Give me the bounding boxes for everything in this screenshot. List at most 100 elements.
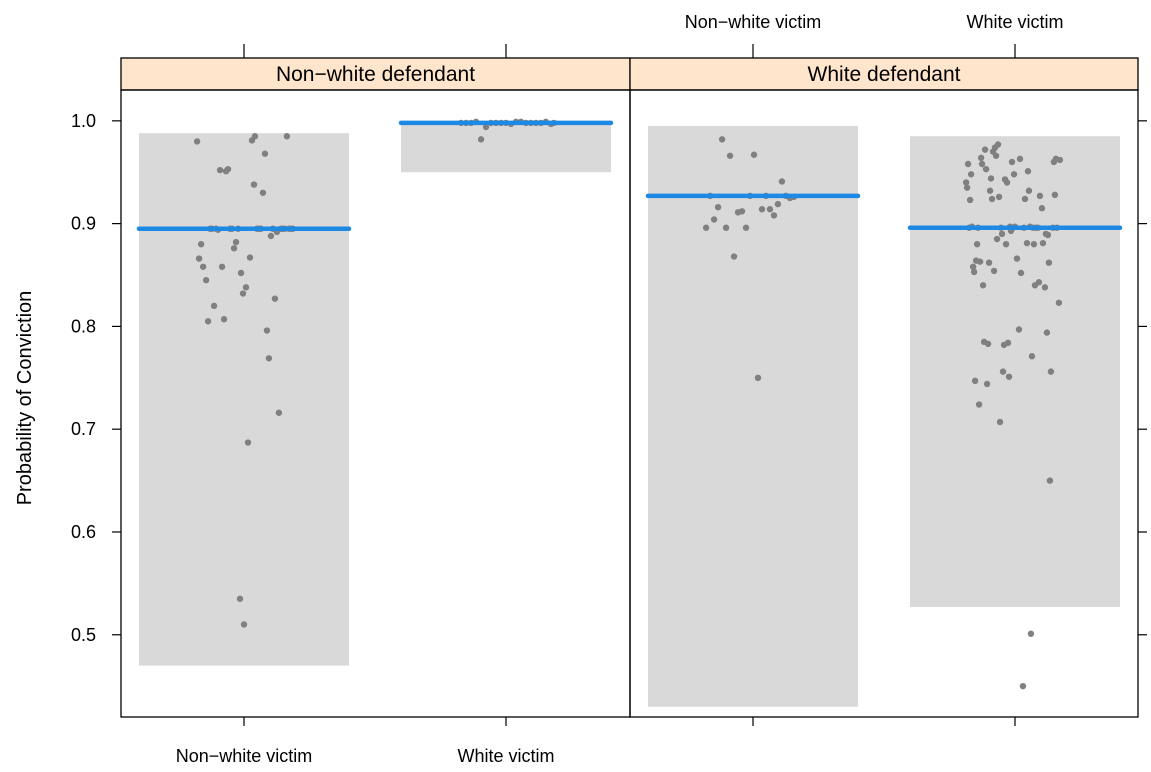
data-point [726,152,734,159]
data-point [197,240,205,248]
range-band [648,125,858,707]
data-point [774,200,782,208]
data-point [220,316,228,323]
data-point [1051,191,1059,199]
data-point [1056,156,1064,164]
y-tick-label: 0.7 [71,419,96,439]
data-point [250,181,258,188]
data-point [1046,477,1054,484]
data-point [770,212,778,219]
x-tick-label: White victim [966,12,1063,32]
data-point [990,267,998,275]
data-point [237,269,245,277]
data-point [1005,373,1013,380]
data-point [995,193,1003,201]
panels-layer: Non−white defendant White defendant [120,57,1139,718]
data-point [702,224,710,231]
data-point [979,282,987,289]
panel-frame [629,89,1139,718]
data-point [261,150,269,157]
data-point [1025,187,1033,194]
data-point [1047,368,1055,375]
data-point [251,133,259,140]
data-point [202,276,210,284]
group-2 [398,118,614,173]
data-point [710,216,718,223]
group-1 [136,133,352,666]
data-point [216,166,224,174]
data-point [969,263,977,270]
data-point [232,238,240,246]
data-point [1036,192,1044,200]
data-point [730,253,738,260]
data-point [1003,179,1011,186]
data-point [244,439,252,446]
data-point [986,187,994,194]
strip-label: Non−white defendant [276,63,475,86]
data-point [985,259,993,266]
data-point [981,146,989,153]
data-point [1016,155,1024,163]
data-point [275,409,283,416]
data-point [230,245,238,252]
data-point [971,377,979,385]
range-band [139,133,349,666]
group-1 [645,125,861,707]
data-point [988,195,996,203]
data-point [778,178,786,185]
data-point [1019,682,1027,690]
y-tick-label: 0.9 [71,214,96,234]
strip-background [120,57,631,91]
data-point [1043,329,1051,336]
data-point [758,206,766,213]
data-point [987,175,995,182]
strip-label: White defendant [808,63,961,86]
data-point [271,295,279,302]
data-point [718,136,726,143]
data-point [1002,240,1010,248]
data-point [1010,171,1018,178]
x-tick-label: Non−white victim [176,746,313,766]
data-point [1017,269,1025,277]
data-point [259,189,267,196]
data-point [204,318,212,325]
data-point [224,165,232,173]
data-point [1039,239,1047,247]
data-point [263,327,271,334]
data-point [750,151,758,158]
y-tick-label: 1.0 [71,111,96,131]
data-point [1023,239,1031,247]
data-point [994,141,1002,148]
data-point [1041,284,1049,291]
data-point [978,160,986,168]
data-point [246,254,254,261]
data-point [982,165,990,173]
data-point [1013,255,1021,262]
data-point [738,208,746,215]
data-point [996,418,1004,426]
range-band [910,136,1120,608]
data-point [1055,299,1063,306]
data-point [265,355,273,362]
data-point [1035,279,1043,286]
data-point [1004,339,1012,347]
panel-2: White defendant [629,57,1139,718]
data-point [195,255,203,262]
data-point [967,171,975,178]
group-2 [907,136,1123,690]
data-point [976,258,984,265]
data-point [742,224,750,231]
data-point [964,160,972,168]
data-point [992,152,1000,159]
data-point [210,302,218,310]
data-point [267,232,275,240]
data-point [240,621,248,628]
data-point [722,224,730,231]
data-point [983,380,991,388]
panel-1: Non−white defendant [120,57,631,718]
data-point [1008,158,1016,166]
data-point [1045,259,1053,266]
range-band [401,122,611,173]
data-point [998,230,1006,238]
